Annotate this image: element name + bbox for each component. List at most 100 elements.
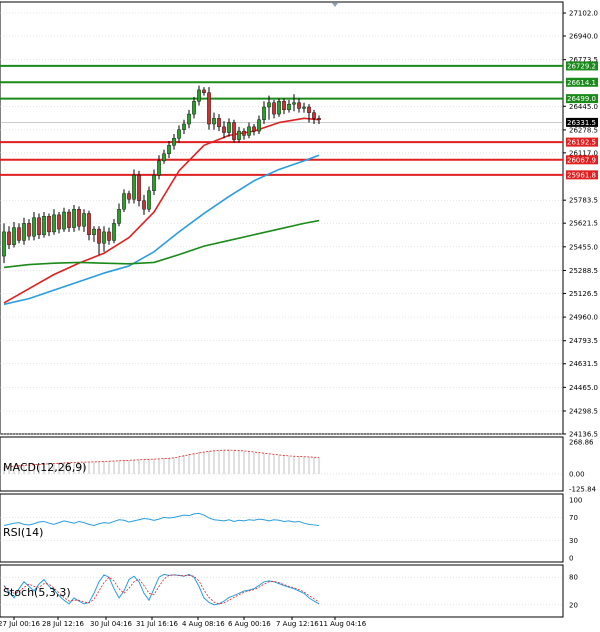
rsi-panel-frame: [0, 493, 564, 563]
candle-bear: [17, 227, 21, 241]
candle-bull: [227, 122, 231, 133]
price-axis-tick-label: 24465.0: [569, 384, 598, 392]
candle-bear: [307, 106, 311, 113]
price-axis-tick-label: 25288.5: [569, 267, 598, 275]
candle-bull: [237, 130, 241, 140]
time-axis-tick-label: 31 Jul 16:16: [136, 620, 179, 628]
candle-bear: [242, 130, 246, 136]
level-tag-support: [566, 155, 598, 165]
macd-signal-line: [3, 449, 320, 468]
candle-bear: [297, 102, 301, 109]
candle-bear: [37, 217, 41, 235]
candle-bull: [157, 160, 161, 176]
candle-bull: [42, 216, 46, 235]
stoch-d-line: [3, 574, 320, 605]
rsi-axis-tick-label: 30: [569, 537, 578, 545]
level-tag-support: [566, 170, 598, 180]
candle-bear: [107, 231, 111, 241]
level-tag-resistance: [566, 61, 598, 71]
time-axis-tick-label: 27 Jul 00:16: [0, 620, 41, 628]
candle-bear: [77, 208, 81, 227]
price-axis-tick-label: 24136.5: [569, 431, 598, 439]
rsi-indicator: 100 70 30 0: [0, 497, 582, 563]
candle-bear: [27, 223, 31, 237]
candle-bull: [212, 118, 216, 125]
candle-bull: [177, 129, 181, 139]
candle-bear: [217, 118, 221, 128]
price-axis-tick-label: 26278.5: [569, 126, 598, 134]
candle-bull: [287, 103, 291, 111]
price-axis-tick-label: 25126.5: [569, 290, 598, 298]
candle-bull: [92, 228, 96, 235]
macd-panel-frame: [0, 436, 564, 492]
candle-bear: [7, 231, 11, 245]
price-axis: 27102.0 26940.0 26773.5 26445.0 26278.5 26117…: [563, 10, 598, 439]
price-axis-tick-label: 27102.0: [569, 10, 598, 18]
candle-bull: [32, 217, 36, 237]
macd-indicator: 268.86 0.00 -125.84: [0, 439, 597, 494]
candle-bull: [52, 214, 56, 233]
candle-bull: [12, 227, 16, 245]
current-price-label: 26331.5: [567, 119, 596, 127]
price-panel-frame: [0, 1, 564, 435]
price-axis-tick-label: 24793.5: [569, 337, 598, 345]
time-axis-tick-label: 4 Aug 08:16: [182, 620, 225, 628]
candle-bear: [207, 92, 211, 125]
stoch-axis-tick-label: 20: [569, 601, 578, 609]
ma-line-ma50: [3, 154, 320, 306]
candle-bull: [82, 213, 86, 227]
candle-bear: [127, 193, 131, 200]
candle-bull: [262, 106, 266, 120]
stochastic-indicator: 80 20: [0, 574, 578, 609]
price-axis-tick-label: 26445.0: [569, 103, 598, 111]
level-tag-label: 25961.8: [567, 171, 596, 179]
scroll-marker-icon[interactable]: [332, 3, 338, 7]
candle-bull: [187, 113, 191, 125]
candle-bear: [142, 200, 146, 210]
candle-bull: [277, 101, 281, 115]
price-axis-tick-label: 24960.0: [569, 314, 598, 322]
candle-bear: [67, 211, 71, 228]
price-axis-tick-label: 25455.0: [569, 243, 598, 251]
rsi-axis-tick-label: 0: [569, 555, 573, 563]
price-axis-tick-label: 26117.0: [569, 149, 598, 157]
candle-bull: [147, 190, 151, 210]
stoch-axis-tick-label: 80: [569, 574, 578, 582]
macd-axis-tick-label: 268.86: [569, 439, 594, 447]
support-resistance-levels: [0, 64, 563, 176]
candle-bull: [167, 145, 171, 155]
candle-bull: [72, 208, 76, 228]
price-axis-tick-label: 25783.5: [569, 197, 598, 205]
candle-bull: [192, 101, 196, 115]
candle-bear: [202, 89, 206, 93]
rsi-axis-tick-label: 70: [569, 514, 578, 522]
time-axis-tick-label: 6 Aug 00:16: [228, 620, 271, 628]
candle-bear: [272, 102, 276, 115]
candle-bear: [57, 214, 61, 230]
macd-axis-tick-label: -125.84: [569, 486, 597, 494]
price-axis-tick-label: 24631.5: [569, 360, 598, 368]
stoch-label: Stoch(5,3,3): [3, 586, 71, 599]
candle-bull: [162, 153, 166, 162]
level-tag-resistance: [566, 94, 598, 104]
candle-bull: [197, 89, 201, 102]
price-grid: [0, 12, 563, 435]
candle-bull: [2, 231, 6, 257]
candle-bull: [292, 102, 296, 105]
candle-bull: [22, 223, 26, 241]
time-axis-tick-label: 7 Aug 12:16: [276, 620, 319, 628]
level-tag-label: 26192.5: [567, 139, 596, 147]
price-axis-tick-label: 25621.5: [569, 220, 598, 228]
macd-label: MACD(12,26,9): [3, 461, 87, 474]
candle-bear: [222, 126, 226, 133]
candle-bull: [117, 208, 121, 224]
price-axis-tick-label: 26940.0: [569, 32, 598, 40]
candle-bull: [182, 123, 186, 130]
level-tag-label: 26729.2: [567, 62, 596, 70]
candle-bear: [282, 101, 286, 111]
candle-bear: [137, 174, 141, 201]
candle-bull: [302, 106, 306, 109]
candle-bear: [97, 228, 101, 244]
candle-bull: [172, 138, 176, 146]
